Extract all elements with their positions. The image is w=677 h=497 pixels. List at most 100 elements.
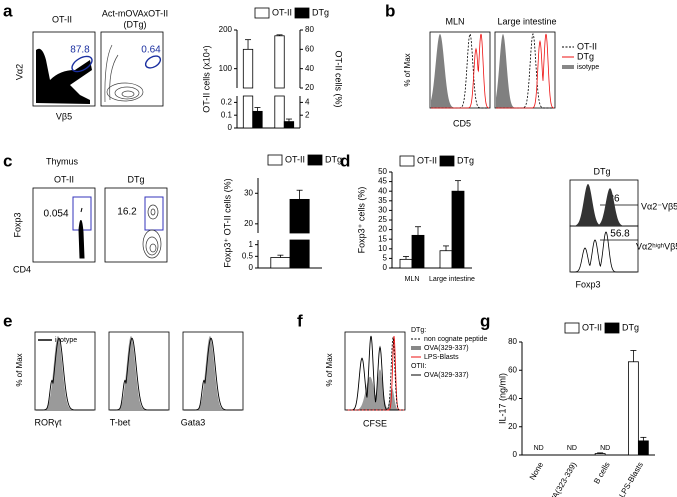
panel-title: Thymus — [46, 156, 79, 166]
y-axis-label: IL-17 (ng/ml) — [497, 373, 507, 424]
bar — [451, 190, 465, 269]
flow-contours — [104, 44, 144, 103]
y-tick-label: 60 — [508, 365, 517, 374]
x-axis-label: Foxp3 — [575, 279, 600, 289]
bar — [283, 121, 295, 129]
legend-swatch — [254, 7, 270, 19]
plot-title: Large intestine — [497, 16, 556, 26]
y-tick-label: 2 — [305, 110, 310, 119]
gate-value: 0.64 — [141, 45, 161, 56]
histogram — [571, 231, 637, 273]
panel-letter: f — [297, 311, 303, 330]
y-tick-label: 20 — [305, 83, 314, 92]
y-tick-label: 80 — [305, 25, 314, 34]
flow-density — [78, 207, 85, 259]
bar — [399, 258, 413, 269]
gate-value: 36 — [608, 194, 620, 205]
histogram — [184, 337, 242, 411]
y-tick-label: 40 — [378, 186, 387, 195]
y-tick-label: 0 — [249, 263, 254, 272]
flow-frame — [32, 187, 96, 263]
legend-label: OT-II — [285, 154, 305, 164]
bar — [289, 198, 310, 234]
bar — [242, 95, 254, 129]
y-tick-label: 0 — [383, 263, 388, 272]
y-axis-label: Foxp3⁺ cells (%) — [356, 187, 366, 254]
plot-title: MLN — [445, 16, 464, 26]
legend-label: isotype — [577, 64, 599, 71]
x-tick-label: None — [528, 460, 546, 482]
plot-title: OT-II — [52, 14, 72, 24]
legend-label: OVA(329-337) — [424, 372, 469, 379]
legend-label: isotype — [55, 337, 77, 344]
x-tick-label: OVA(323-339) — [545, 460, 578, 497]
x-tick-label: Large intestine — [429, 276, 475, 283]
bar — [637, 440, 649, 456]
y-tick-label: 10 — [378, 244, 387, 253]
legend-label: OT-II — [417, 155, 437, 165]
panel-letter: b — [385, 1, 395, 20]
legend-swatch — [411, 346, 421, 350]
plot-title: OT-II — [54, 174, 74, 184]
x-tick-label: B cells — [592, 461, 612, 486]
plot-title: (DTg) — [124, 19, 147, 29]
y-tick-label: 200 — [219, 25, 233, 34]
y-axis-label: OT-II cells (x10⁴) — [201, 45, 211, 112]
x-axis-label: CD5 — [453, 118, 471, 128]
plot-title: Act-mOVAxOT-II — [102, 8, 168, 18]
bar — [274, 95, 285, 129]
panel-letter: a — [3, 1, 13, 20]
x-tick-label: LPS-Blasts — [617, 461, 645, 497]
bar — [242, 48, 254, 89]
bar — [411, 234, 425, 269]
y2-axis-label: OT-II cells (%) — [334, 50, 344, 107]
bar — [628, 361, 639, 456]
y-tick-label: 20 — [378, 225, 387, 234]
y-tick-label: 0.5 — [242, 251, 254, 260]
histogram — [36, 337, 94, 411]
y-tick-label: 60 — [305, 44, 314, 53]
y-tick-label: 5 — [383, 254, 388, 263]
histogram — [571, 184, 637, 226]
y-axis-label: Foxp3⁺ OT-II cells (%) — [222, 178, 232, 267]
y-tick-label: 45 — [378, 177, 387, 186]
panel-letter: e — [3, 311, 12, 330]
legend-swatch — [564, 322, 580, 334]
histogram — [110, 336, 168, 410]
bar — [252, 110, 263, 129]
y-tick-label: 40 — [508, 394, 517, 403]
legend-swatch — [604, 322, 620, 334]
y-tick-label: 20 — [508, 422, 517, 431]
flow-frame — [32, 31, 96, 107]
y-tick-label: 4 — [305, 98, 310, 107]
y-tick-label: 0 — [513, 450, 518, 459]
gate-value: 56.8 — [610, 229, 630, 240]
legend-swatch — [294, 7, 310, 19]
bar — [594, 453, 606, 456]
bar — [274, 35, 285, 89]
bar — [439, 250, 453, 269]
legend-label: DTg — [312, 7, 329, 17]
histogram — [346, 337, 404, 411]
gate — [144, 55, 162, 69]
y-tick-label: 1 — [249, 240, 254, 249]
y-tick-label: 0 — [228, 123, 233, 132]
flow-frame — [100, 31, 164, 107]
y-tick-label: 20 — [244, 219, 253, 228]
legend-label: LPS-Blasts — [424, 354, 459, 361]
x-tick-label: MLN — [405, 276, 420, 283]
legend-label: non cognate peptide — [424, 336, 488, 343]
panel-letter: d — [340, 151, 350, 170]
y-tick-label: 30 — [244, 188, 253, 197]
y-axis-label: Foxp3 — [12, 212, 22, 237]
annotation: ND — [534, 445, 544, 452]
y-tick-label: 35 — [378, 196, 387, 205]
y-tick-label: 15 — [378, 234, 387, 243]
bar — [289, 239, 310, 269]
plot-title: DTg — [127, 174, 144, 184]
gate-value: 87.8 — [70, 45, 90, 56]
legend-label: DTg — [622, 322, 639, 332]
y-tick-label: 40 — [305, 64, 314, 73]
population-label: Vα2ʰⁱᵍʰVβ5⁺ — [636, 241, 677, 251]
